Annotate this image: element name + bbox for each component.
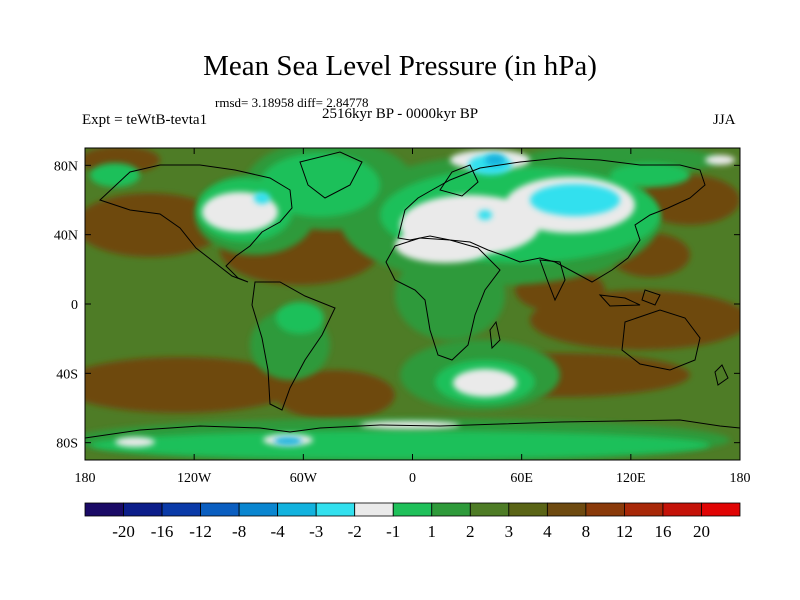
colorbar-swatch [277, 502, 317, 517]
colorbar-label: -20 [112, 522, 135, 541]
x-axis: 180 120W 60W 0 60E 120E 180 [75, 148, 751, 486]
colorbar-swatch [701, 502, 741, 517]
colorbar-label: 1 [428, 522, 437, 541]
colorbar-swatch [123, 502, 163, 517]
colorbar-swatch [315, 502, 356, 517]
colorbar-swatch [354, 502, 394, 517]
colorbar-swatch [624, 502, 664, 517]
y-tick-label: 40N [54, 229, 78, 244]
experiment-label: Expt = teWtB-tevta1 [82, 112, 208, 128]
colorbar-swatch [392, 502, 433, 517]
colorbar-label: 4 [543, 522, 552, 541]
x-tick-label: 120W [177, 471, 212, 486]
coastlines [85, 151, 740, 439]
colorbar-swatch [200, 502, 240, 517]
stats-line: rmsd= 3.18958 diff= 2.84778 [215, 95, 369, 110]
colorbar-label: 16 [654, 522, 671, 541]
pressure-field [85, 148, 740, 460]
colorbar-label: -2 [348, 522, 362, 541]
colorbar-label: -4 [271, 522, 286, 541]
x-tick-label: 60W [290, 471, 318, 486]
colorbar-label: 8 [582, 522, 591, 541]
x-tick-label: 180 [730, 471, 751, 486]
colorbar: -20 -16 -12 -8 -4 -3 -2 -1 1 2 3 4 8 12 16 20 [84, 502, 741, 541]
y-tick-label: 80S [56, 437, 78, 452]
colorbar-label: -8 [232, 522, 246, 541]
colorbar-label: -16 [151, 522, 174, 541]
colorbar-swatch [84, 502, 124, 517]
x-tick-label: 180 [75, 471, 96, 486]
colorbar-swatch [585, 502, 625, 517]
y-tick-label: 0 [71, 298, 78, 313]
colorbar-swatch [238, 502, 279, 517]
y-tick-label: 40S [56, 367, 78, 382]
colorbar-label: -12 [189, 522, 212, 541]
colorbar-label: 3 [505, 522, 514, 541]
x-tick-label: 120E [616, 471, 646, 486]
y-tick-label: 80N [54, 159, 78, 174]
colorbar-swatch [662, 502, 702, 517]
colorbar-label: -3 [309, 522, 323, 541]
y-axis: 80N 40N 0 40S 80S [54, 159, 740, 452]
chart-title: Mean Sea Level Pressure (in hPa) [203, 50, 597, 82]
colorbar-swatch [508, 502, 548, 517]
colorbar-swatch [469, 502, 510, 517]
colorbar-label: 12 [616, 522, 633, 541]
colorbar-swatch [546, 502, 587, 517]
x-tick-label: 60E [510, 471, 533, 486]
season-label: JJA [713, 112, 736, 128]
x-tick-label: 0 [409, 471, 416, 486]
colorbar-swatch [161, 502, 201, 517]
colorbar-label: -1 [386, 522, 400, 541]
colorbar-label: 20 [693, 522, 710, 541]
colorbar-swatch [431, 502, 471, 517]
period-label: 2516kyr BP - 0000kyr BP [322, 106, 479, 122]
colorbar-label: 2 [466, 522, 475, 541]
